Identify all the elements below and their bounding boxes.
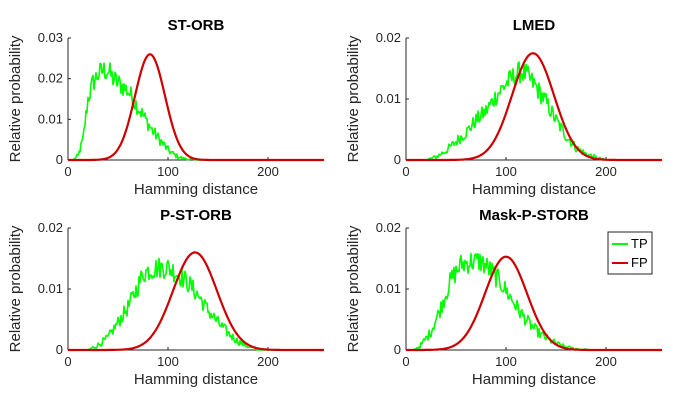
x-tick-label: 0: [402, 164, 409, 179]
y-axis-label: Relative probability: [7, 35, 24, 162]
y-axis-label: Relative probability: [345, 225, 362, 352]
y-axis-label: Relative probability: [7, 225, 24, 352]
y-tick-label: 0.02: [376, 220, 401, 235]
series-line-tp: [68, 62, 324, 161]
x-tick-label: 0: [64, 354, 71, 369]
series-line-tp: [68, 257, 324, 351]
y-tick-label: 0.01: [376, 281, 401, 296]
x-tick-label: 100: [157, 164, 179, 179]
subplot-title: ST-ORB: [168, 17, 225, 34]
y-tick-label: 0: [394, 342, 401, 357]
subplot-title: Mask-P-STORB: [479, 207, 589, 224]
series-line-tp: [406, 61, 662, 161]
y-tick-label: 0.03: [38, 30, 63, 45]
series-line-fp: [67, 251, 325, 352]
x-tick-label: 200: [257, 164, 279, 179]
legend-box: [607, 231, 653, 275]
subplot-4: 0 100 200 0 0.01 0.02 Mask-P-STORB Hamming dist…: [345, 207, 663, 388]
x-tick-label: 200: [595, 354, 617, 369]
x-tick-label: 200: [595, 164, 617, 179]
x-axis-label: Hamming distance: [134, 181, 258, 198]
subplot-1: 0 100 200 0 0.01 0.02 0.03 ST-ORB Hamming distan…: [7, 17, 325, 198]
x-tick-label: 100: [157, 354, 179, 369]
x-tick-label: 100: [495, 354, 517, 369]
series-line-fp: [67, 53, 325, 162]
subplot-title: P-ST-ORB: [160, 207, 232, 224]
x-axis-label: Hamming distance: [472, 181, 596, 198]
x-tick-label: 200: [257, 354, 279, 369]
y-axis-label: Relative probability: [345, 35, 362, 162]
subplot-3: 0 100 200 0 0.01 0.02 P-ST-ORB Hamming distance…: [7, 207, 325, 388]
subplot-2: 0 100 200 0 0.01 0.02 LMED Hamming distance Rela…: [345, 17, 663, 198]
x-tick-label: 0: [402, 354, 409, 369]
y-tick-label: 0.01: [38, 111, 63, 126]
y-tick-label: 0.02: [376, 30, 401, 45]
x-tick-label: 0: [64, 164, 71, 179]
y-tick-label: 0.02: [38, 220, 63, 235]
legend: TP FP: [607, 231, 653, 275]
y-tick-label: 0: [56, 152, 63, 167]
subplot-title: LMED: [513, 17, 556, 34]
y-tick-label: 0: [56, 342, 63, 357]
series-line-fp: [405, 52, 663, 162]
x-tick-label: 100: [495, 164, 517, 179]
x-axis-label: Hamming distance: [134, 371, 258, 388]
legend-label-fp: FP: [631, 255, 648, 270]
series-line-fp: [405, 255, 663, 352]
y-tick-label: 0.01: [38, 281, 63, 296]
y-tick-label: 0.02: [38, 71, 63, 86]
y-tick-label: 0: [394, 152, 401, 167]
legend-label-tp: TP: [631, 236, 648, 251]
y-tick-label: 0.01: [376, 91, 401, 106]
x-axis-label: Hamming distance: [472, 371, 596, 388]
